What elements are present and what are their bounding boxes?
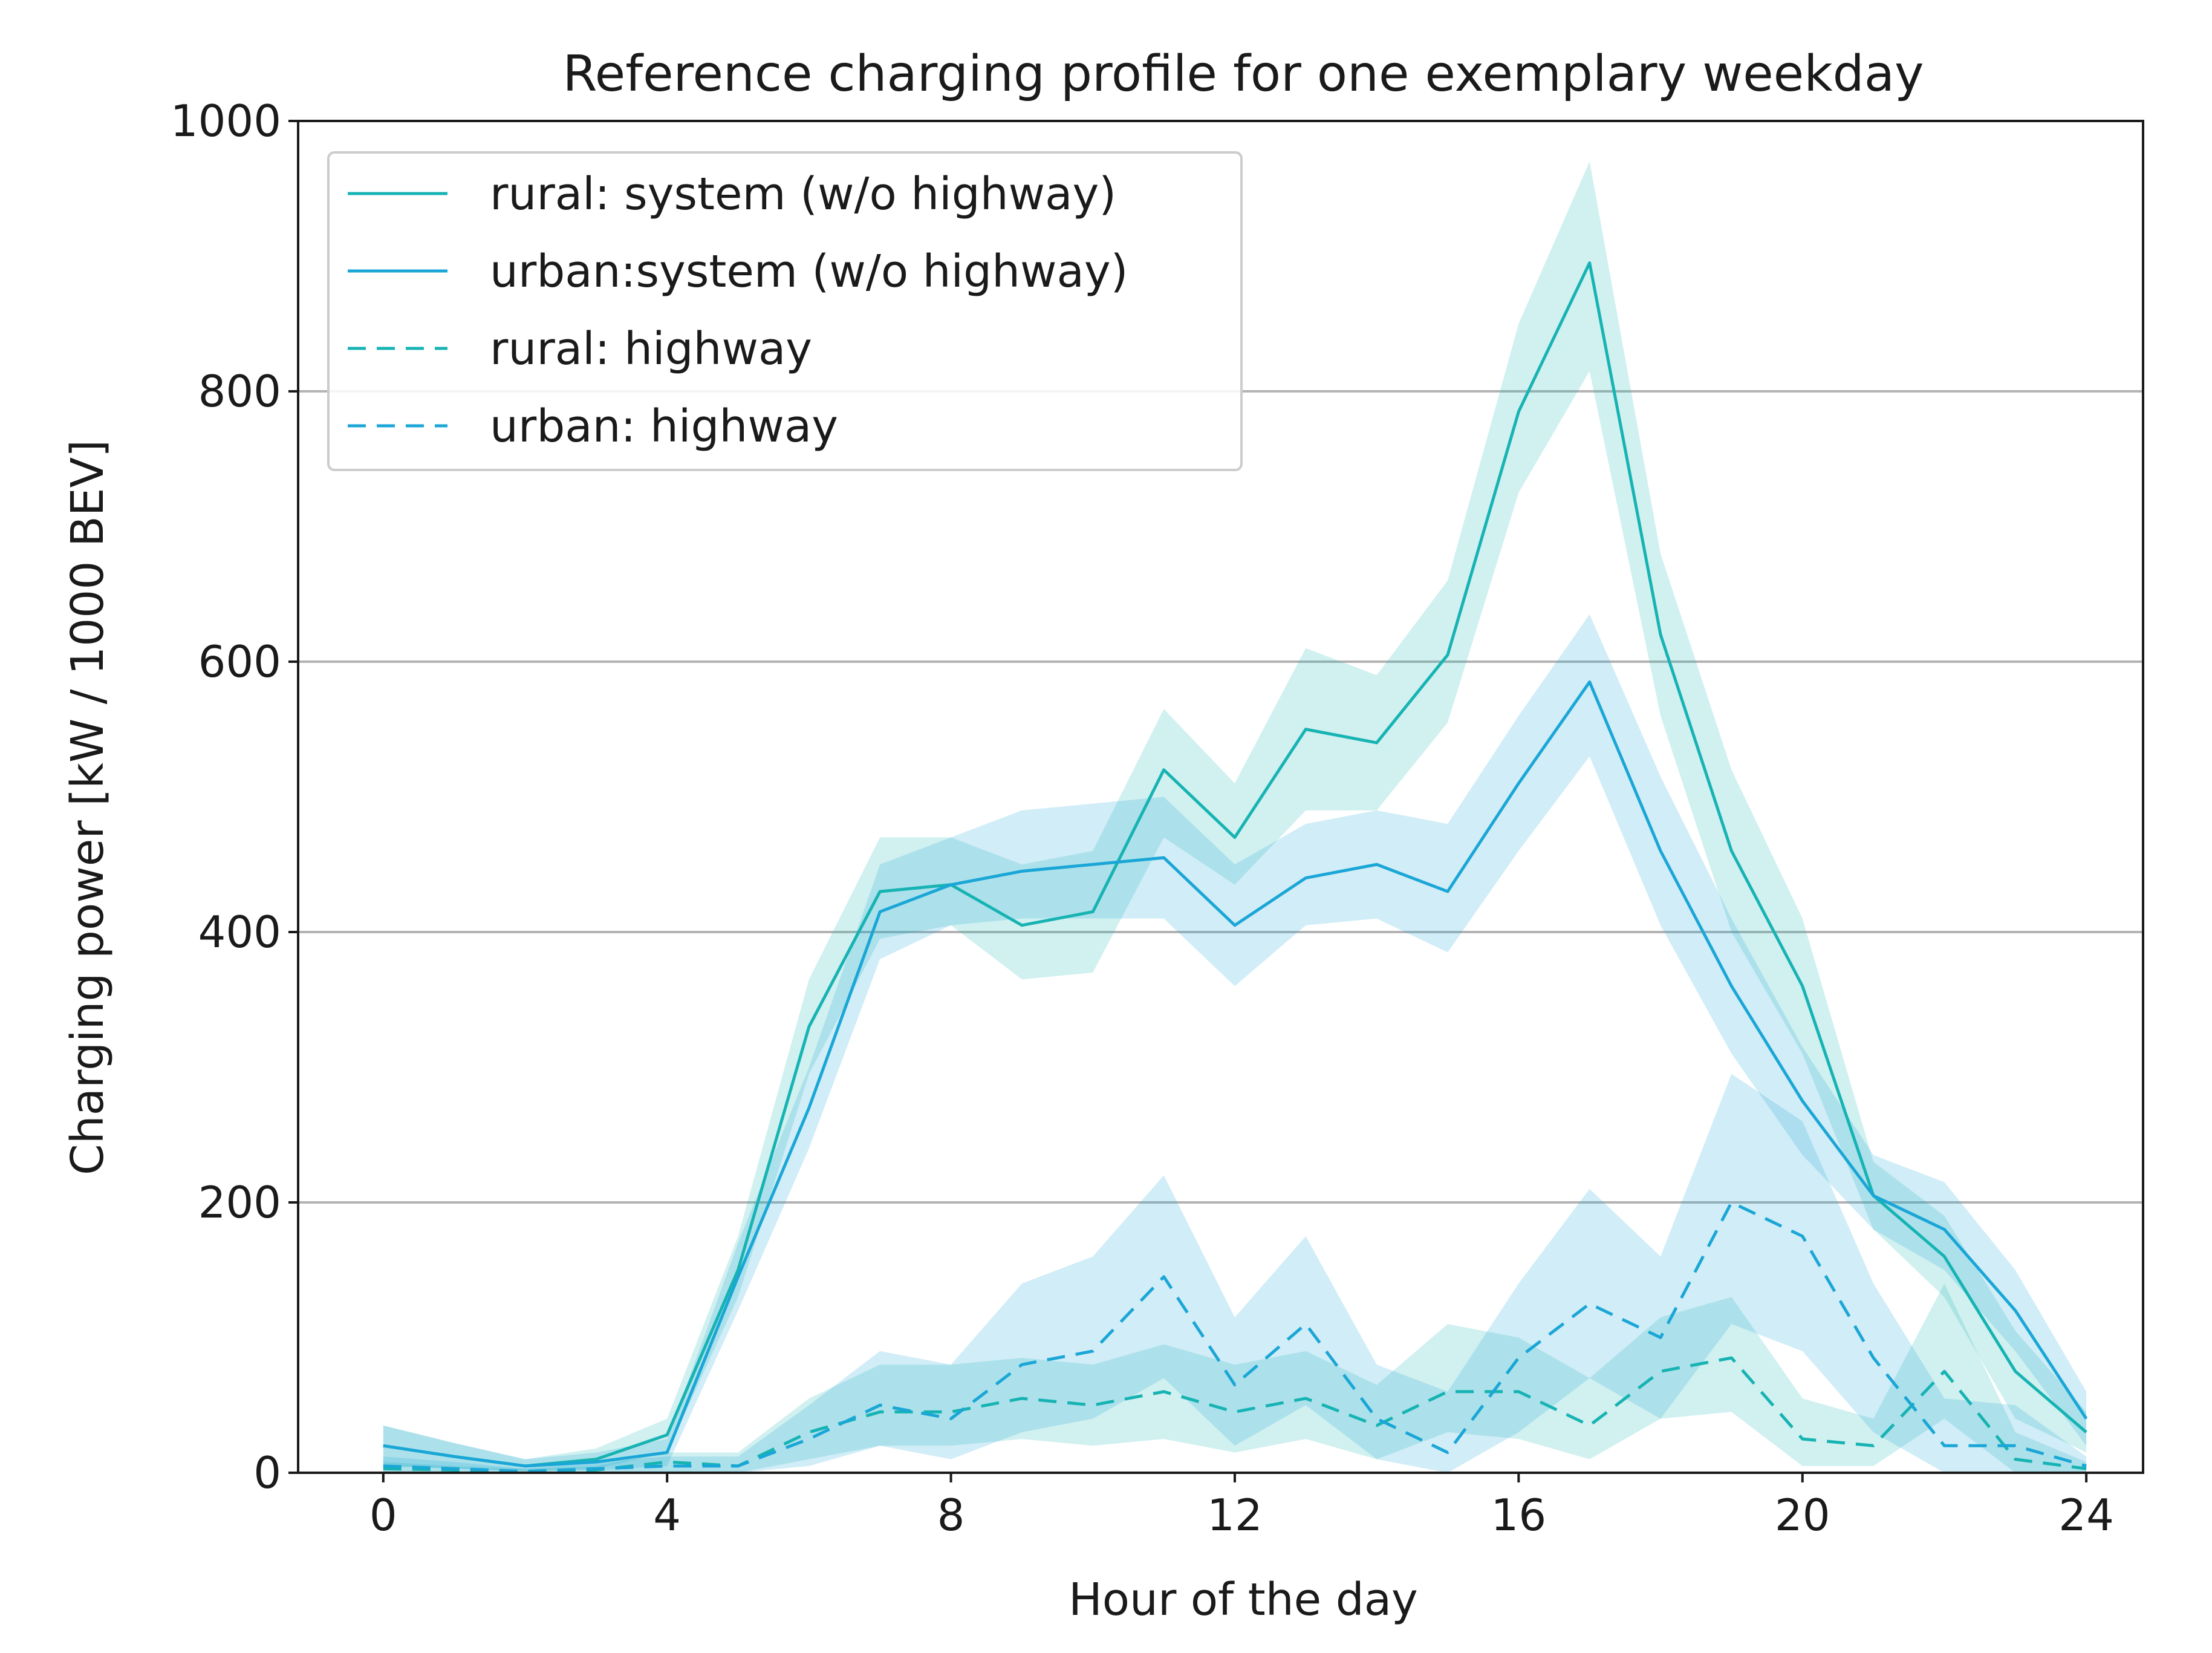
series-line-1 xyxy=(383,261,2087,1468)
axis-ticks: 0 200 400 600 800 1000 0 4 8 12 16 20 24 xyxy=(171,96,2114,1541)
series-line-2 xyxy=(383,680,2088,1468)
x-tick-label-8: 8 xyxy=(937,1490,965,1541)
x-tick-label-16: 16 xyxy=(1491,1490,1547,1541)
y-tick-label-1000: 1000 xyxy=(171,96,281,146)
chart-title: Reference charging profile for one exemp… xyxy=(562,45,1924,103)
x-axis-label: Hour of the day xyxy=(1069,1574,1418,1626)
x-tick-label-0: 0 xyxy=(369,1490,397,1541)
y-tick-label-0: 0 xyxy=(253,1447,281,1498)
legend-label-3: rural: highway xyxy=(490,323,812,375)
x-tick-label-24: 24 xyxy=(2058,1490,2114,1541)
series-band-1 xyxy=(383,161,2087,1472)
legend: rural: system (w/o highway) urban:system … xyxy=(327,151,1243,471)
series-line-4 xyxy=(383,1201,2087,1473)
x-tick-label-12: 12 xyxy=(1207,1490,1263,1541)
legend-label-4: urban: highway xyxy=(490,400,838,452)
series-lines xyxy=(383,261,2088,1473)
legend-label-1: rural: system (w/o highway) xyxy=(490,168,1116,220)
series-band-4 xyxy=(383,1074,2087,1473)
y-tick-label-200: 200 xyxy=(198,1177,281,1228)
legend-box xyxy=(327,151,1243,471)
series-band-2 xyxy=(383,614,2087,1472)
x-tick-label-20: 20 xyxy=(1775,1490,1830,1541)
y-tick-label-800: 800 xyxy=(198,366,281,417)
series-band-3 xyxy=(383,1283,2087,1473)
y-tick-label-600: 600 xyxy=(198,636,281,687)
legend-label-2: urban:system (w/o highway) xyxy=(490,246,1128,298)
y-axis-label: Charging power [kW / 1000 BEV] xyxy=(62,440,114,1175)
series-line-3 xyxy=(383,1356,2087,1473)
plot-frame xyxy=(297,120,2144,1474)
x-tick-label-4: 4 xyxy=(653,1490,681,1541)
confidence-bands xyxy=(383,161,2087,1473)
y-tick-label-400: 400 xyxy=(198,907,281,957)
